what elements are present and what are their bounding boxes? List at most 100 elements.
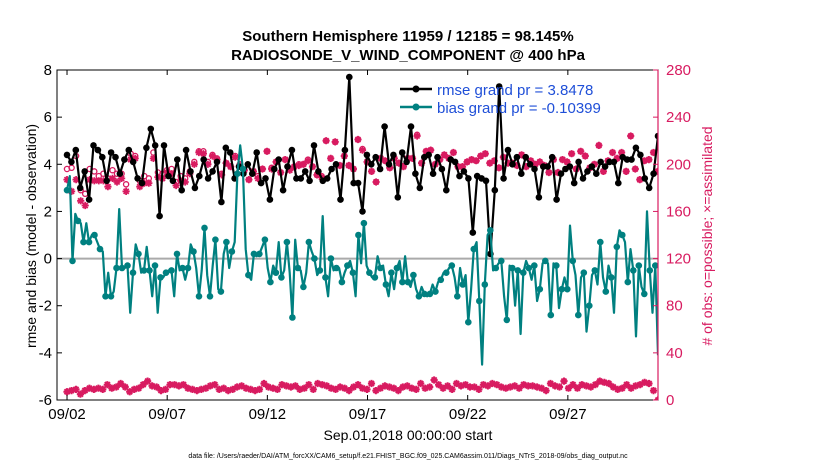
obs-assimilated-marker	[563, 158, 571, 166]
rmse-point	[570, 179, 578, 187]
rmse-point	[504, 146, 512, 154]
obs-assimilated-marker	[77, 197, 85, 205]
y-tick-label: -2	[39, 298, 52, 315]
rmse-point	[174, 156, 181, 163]
obs-count-marker	[242, 384, 250, 392]
rmse-point	[526, 161, 534, 168]
chart-subtitle: RADIOSONDE_V_WIND_COMPONENT @ 400 hPa	[231, 47, 586, 64]
bias-point	[553, 262, 560, 269]
obs-count-marker	[157, 387, 165, 395]
obs-count-marker	[251, 387, 259, 395]
bias-point	[201, 224, 208, 232]
obs-count-marker	[475, 385, 483, 393]
obs-count-marker	[538, 384, 546, 392]
obs-count-marker	[211, 381, 219, 389]
obs-count-marker	[103, 381, 111, 389]
bias-point	[349, 269, 357, 277]
rmse-point	[588, 163, 596, 170]
bias-point	[459, 281, 467, 288]
obs-assimilated-marker	[313, 171, 321, 179]
rmse-point	[218, 198, 225, 206]
rmse-point	[628, 156, 635, 163]
bias-point	[608, 274, 615, 281]
obs-count-marker	[546, 379, 555, 388]
bias-point	[311, 255, 318, 262]
obs-assimilated-marker	[68, 187, 76, 195]
obs-assimilated-marker	[181, 178, 189, 186]
obs-count-marker	[206, 382, 214, 390]
rmse-point	[68, 158, 75, 166]
obs-count-marker	[430, 376, 438, 384]
obs-assimilated-marker	[577, 147, 585, 155]
rmse-point	[341, 146, 349, 154]
bias-point	[74, 217, 82, 225]
rmse-point	[275, 156, 283, 163]
bias-point	[118, 264, 126, 272]
bias-point	[168, 267, 175, 274]
obs-assimilated-marker	[63, 176, 71, 184]
rmse-point	[363, 151, 371, 159]
bias-point	[283, 238, 291, 246]
obs-count-marker	[623, 381, 631, 389]
bias-point	[443, 269, 450, 277]
x-tick-label: 09/17	[349, 406, 387, 423]
obs-count-marker	[184, 384, 192, 392]
rmse-point	[593, 170, 600, 177]
obs-assimilated-marker	[649, 148, 658, 157]
obs-assimilated-marker	[527, 157, 535, 165]
bias-point	[476, 297, 483, 305]
obs-count-marker	[318, 381, 326, 389]
y2-tick-label: 80	[666, 298, 683, 315]
obs-count-marker	[444, 382, 452, 390]
obs-count-marker	[627, 384, 635, 392]
bias-point	[437, 276, 445, 284]
obs-count-marker	[408, 384, 416, 392]
obs-assimilated-marker	[190, 160, 198, 168]
rmse-point	[460, 168, 468, 175]
rmse-point	[544, 163, 551, 170]
bias-point	[140, 267, 148, 274]
bias-point	[223, 238, 230, 246]
obs-count-marker	[63, 388, 71, 396]
obs-count-marker	[278, 381, 286, 389]
obs-assimilated-marker	[622, 167, 630, 175]
axes: 09/02 09/07 09/12 09/17 09/22 09/27 -6 -4 -2 0 2 4 6…	[39, 62, 691, 423]
rmse-point	[548, 153, 556, 161]
legend-rmse-label: rmse grand pr = 3.8478	[437, 82, 593, 99]
rmse-point	[301, 168, 309, 175]
rmse-point	[323, 175, 331, 182]
obs-count-marker	[614, 385, 622, 393]
obs-count-marker	[72, 385, 80, 393]
obs-count-marker	[202, 384, 210, 392]
obs-assimilated-marker	[358, 146, 367, 154]
bias-point	[212, 236, 219, 243]
obs-count-marker	[560, 377, 568, 385]
obs-count-marker	[350, 383, 358, 391]
rmse-point	[90, 142, 97, 149]
obs-count-marker	[287, 383, 295, 391]
obs-assimilated-marker	[468, 156, 476, 164]
obs-count-marker	[596, 377, 604, 385]
obs-assimilated-marker	[368, 167, 376, 175]
rmse-point	[615, 179, 622, 187]
rmse-point	[654, 132, 658, 140]
obs-assimilated-marker	[145, 179, 153, 187]
x-tick-label: 09/22	[449, 406, 487, 423]
obs-assimilated-marker	[486, 159, 494, 167]
obs-assimilated-marker	[477, 152, 485, 160]
rmse-point	[482, 177, 490, 185]
obs-assimilated-marker	[545, 168, 553, 177]
bias-point	[239, 165, 247, 173]
y2-tick-label: 120	[666, 251, 691, 268]
rmse-point	[376, 165, 384, 173]
bias-point	[355, 231, 362, 239]
rmse-point	[244, 161, 252, 168]
obs-count-marker	[520, 381, 528, 389]
bias-point	[107, 293, 115, 300]
obs-assimilated-marker	[513, 161, 521, 170]
y2-axis-label: # of obs: o=possible; ×=assimilated	[699, 126, 715, 345]
obs-count-marker	[296, 385, 304, 393]
obs-assimilated-marker	[72, 176, 80, 184]
rmse-point	[213, 158, 221, 166]
rmse-point	[85, 196, 93, 203]
